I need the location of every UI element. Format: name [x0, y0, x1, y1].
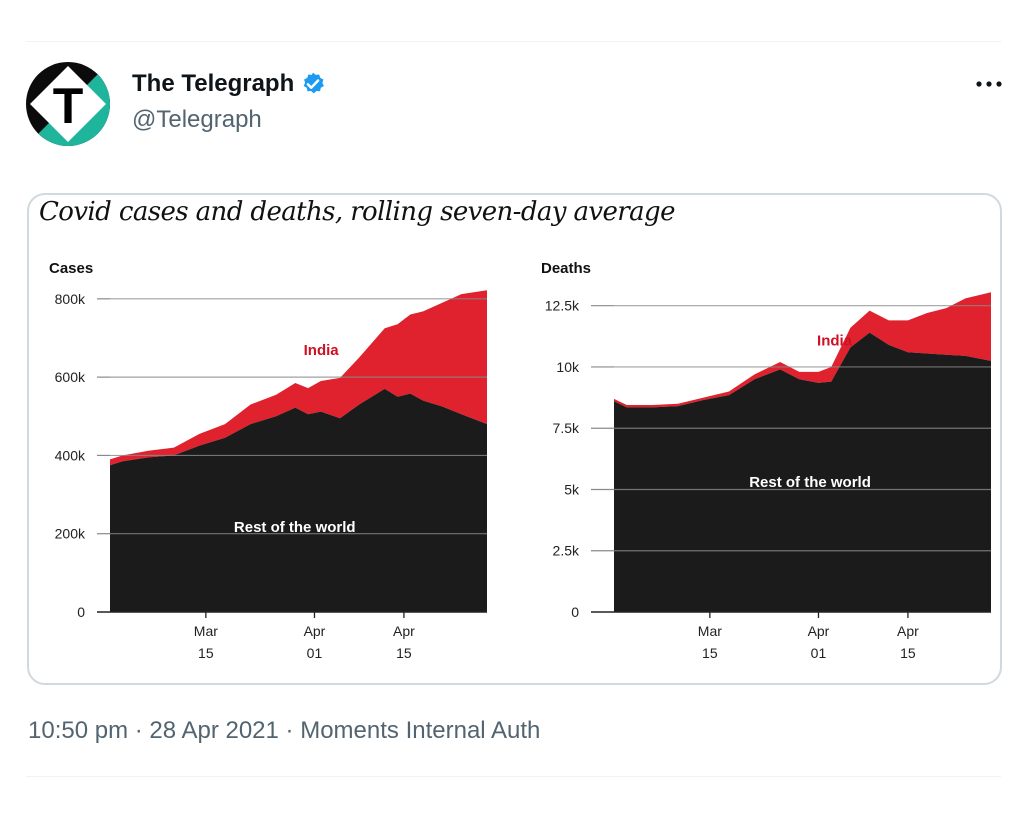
y-tick-label: 7.5k	[553, 420, 580, 436]
y-tick-label: 400k	[55, 447, 86, 463]
panel-title: Cases	[49, 260, 93, 277]
panel-title: Deaths	[541, 260, 591, 277]
x-tick-label: Mar	[194, 623, 218, 639]
top-divider	[26, 41, 1001, 42]
footer-separator: ·	[134, 717, 143, 744]
charts-svg: Cases 0 200k 400k 600k 800k Mar 15 Apr 01 Apr 15 Ind…	[49, 260, 991, 661]
india-label: India	[817, 333, 853, 350]
avatar-letter: T	[53, 78, 84, 134]
verified-badge-icon	[303, 72, 325, 94]
chart-panel-cases: Cases 0 200k 400k 600k 800k Mar 15 Apr 01 Apr 15 Ind…	[49, 260, 487, 661]
footer-separator: ·	[285, 717, 294, 744]
tweet-date-link[interactable]: 28 Apr 2021	[149, 717, 279, 744]
bottom-divider	[26, 776, 1001, 777]
y-tick-label: 800k	[55, 291, 86, 307]
user-handle[interactable]: @Telegraph	[132, 106, 262, 133]
x-tick-label: 15	[396, 645, 412, 661]
more-horizontal-icon	[976, 81, 1002, 87]
x-tick-label: Apr	[393, 623, 415, 639]
x-tick-label: Apr	[897, 623, 919, 639]
tweet-media-image[interactable]: Covid cases and deaths, rolling seven-da…	[27, 193, 1002, 685]
rest-of-world-label: Rest of the world	[234, 519, 356, 536]
x-tick-label: 01	[307, 645, 323, 661]
rest-of-world-area	[614, 332, 991, 612]
y-tick-label: 600k	[55, 369, 86, 385]
india-area	[614, 292, 991, 408]
y-tick-label: 2.5k	[553, 543, 580, 559]
display-name[interactable]: The Telegraph	[132, 70, 295, 97]
x-tick-label: 01	[811, 645, 827, 661]
india-label: India	[304, 342, 340, 359]
more-options-button[interactable]	[972, 70, 1006, 98]
telegraph-logo-icon: T	[26, 62, 110, 146]
x-tick-label: Mar	[698, 623, 722, 639]
tweet-footer: 10:50 pm · 28 Apr 2021 · Moments Interna…	[28, 717, 540, 745]
y-tick-label: 200k	[55, 526, 86, 542]
x-tick-label: 15	[198, 645, 214, 661]
india-area	[110, 290, 487, 466]
x-tick-label: Apr	[304, 623, 326, 639]
rest-of-world-area	[110, 388, 487, 612]
y-tick-label: 10k	[556, 359, 580, 375]
avatar[interactable]: T	[26, 62, 110, 146]
chart-figure-title: Covid cases and deaths, rolling seven-da…	[39, 197, 675, 227]
chart-panel-deaths: Deaths 0 2.5k 5k 7.5k 10k 12.5k Mar 15 Apr 01 Apr 15…	[541, 260, 991, 661]
tweet-time-link[interactable]: 10:50 pm	[28, 717, 129, 744]
y-tick-label: 5k	[564, 481, 580, 497]
tweet-source-link[interactable]: Moments Internal Auth	[300, 717, 541, 744]
y-tick-label: 0	[571, 604, 579, 620]
y-tick-label: 0	[77, 604, 85, 620]
x-tick-label: 15	[900, 645, 916, 661]
rest-of-world-label: Rest of the world	[749, 474, 871, 491]
y-tick-label: 12.5k	[545, 298, 580, 314]
x-tick-label: Apr	[808, 623, 830, 639]
x-tick-label: 15	[702, 645, 718, 661]
